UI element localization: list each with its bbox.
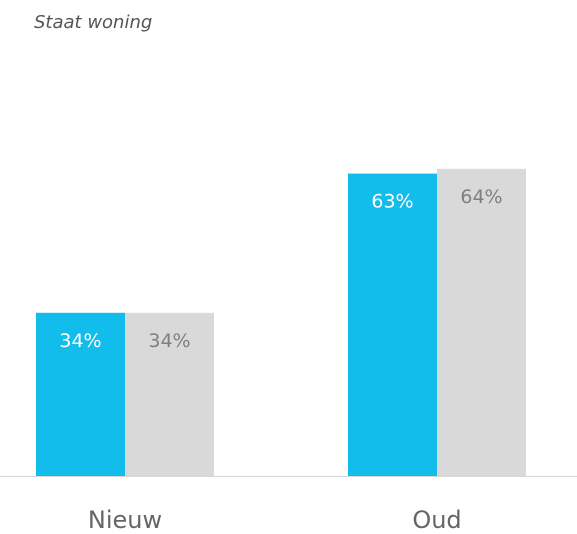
bar-series1-nieuw [36, 312, 125, 476]
data-label-series2-oud: 64% [460, 186, 502, 208]
bar-series2-nieuw [125, 312, 214, 476]
bar-series2-oud [437, 168, 526, 477]
data-label-series2-nieuw: 34% [148, 330, 190, 352]
chart-title: Staat woning [34, 12, 153, 33]
data-label-series1-nieuw: 34% [59, 330, 101, 352]
x-tick-label-nieuw: Nieuw [88, 506, 162, 534]
x-tick-label-oud: Oud [412, 506, 461, 534]
bar-series1-oud [348, 173, 437, 476]
data-label-series1-oud: 63% [371, 191, 413, 213]
